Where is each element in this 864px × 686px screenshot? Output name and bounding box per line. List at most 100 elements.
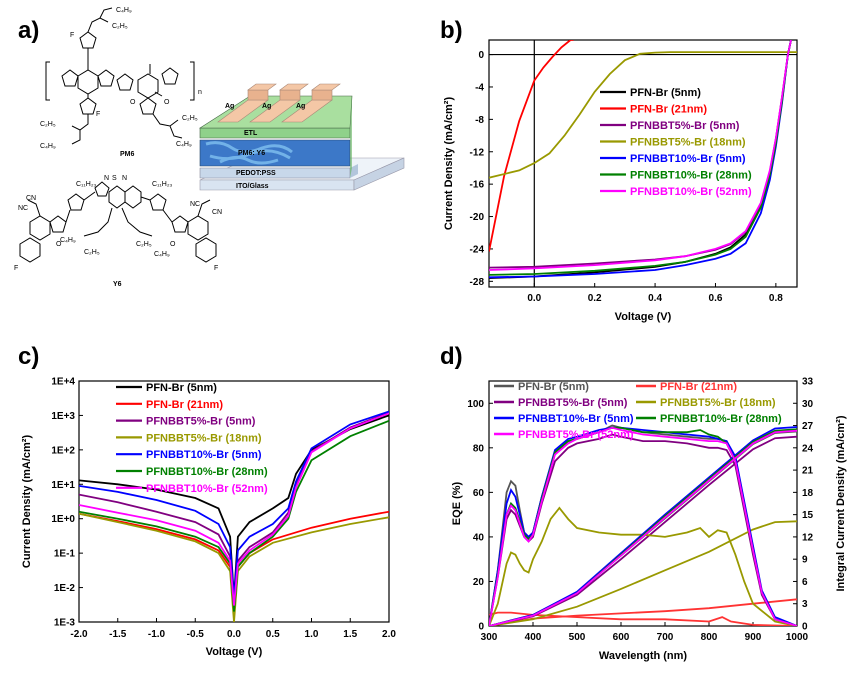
y-axis-label: EQE (%) [451, 481, 463, 525]
legend-entry: PFNBBT5%-Br (18nm) [146, 432, 262, 444]
x-tick-label: 2.0 [382, 629, 396, 640]
legend-entry: PFNBBT10%-Br (52nm) [146, 483, 268, 495]
x-tick-label: 800 [701, 632, 718, 643]
legend-entry: PFNBBT10%-Br (28nm) [146, 466, 268, 478]
x-tick-label: 0.2 [588, 293, 602, 304]
svg-text:C₂H₅: C₂H₅ [40, 121, 56, 128]
x-tick-label: 600 [613, 632, 630, 643]
legend-entry: PFNBBT10%-Br (5nm) [518, 413, 634, 425]
y2-tick-label: 0 [802, 622, 808, 633]
svg-text:C₂H₅: C₂H₅ [182, 115, 198, 122]
x-axis-label: Wavelength (nm) [599, 650, 688, 662]
device-layer-active: PM6: Y6 [238, 150, 265, 157]
y-tick-label: 1E-1 [54, 549, 76, 560]
legend-entry: PFN-Br (5nm) [630, 87, 701, 99]
panel-b: b) 0.0 0.2 0.4 0.6 0.8 0 -4 -8 -12 -16 -20 -24 -28 Vo… [440, 17, 798, 323]
jv-chart: 0.0 0.2 0.4 0.6 0.8 0 -4 -8 -12 -16 -20 -24 -28 Volta… [443, 39, 798, 323]
svg-text:S: S [112, 175, 117, 182]
jv-frame [488, 39, 798, 288]
device-layer-etl: ETL [244, 130, 258, 137]
svg-text:C₄H₉: C₄H₉ [40, 143, 56, 150]
panel-d-label: d) [440, 343, 463, 370]
y2-tick-label: 24 [802, 443, 814, 454]
svg-text:NC: NC [190, 201, 200, 208]
svg-text:F: F [96, 111, 100, 118]
y-tick-label: -8 [475, 115, 484, 126]
y-tick-label: 1E-2 [54, 583, 76, 594]
eqe-series-line [489, 611, 797, 626]
legend-entry: PFN-Br (21nm) [630, 104, 707, 116]
panel-d: d) 300 400 500 600 700 800 900 1000020406080100… [440, 343, 847, 662]
series-line [489, 40, 574, 252]
y2-tick-label: 30 [802, 399, 814, 410]
panel-a: a) C₄H₉ C₂H₅ F C₂H₅ C₄H₉ F C₂H [14, 7, 405, 288]
y-tick-label: 1E+1 [51, 480, 75, 491]
integral-series-line [489, 429, 797, 626]
svg-text:CN: CN [26, 195, 36, 202]
y6-structure [19, 181, 217, 263]
series-line [79, 512, 389, 622]
x-tick-label: 1.0 [305, 629, 319, 640]
y2-tick-label: 33 [802, 377, 814, 388]
x-tick-label: 1000 [786, 632, 809, 643]
x-tick-label: -1.5 [109, 629, 127, 640]
y-axis-label: Current Density (mA/cm²) [21, 435, 33, 569]
device-layer-ito: ITO/Glass [236, 183, 269, 190]
svg-text:O: O [130, 99, 136, 106]
pm6-structure [45, 7, 195, 145]
y-axis-label: Current Density (mA/cm²) [443, 97, 455, 231]
integral-series-line [489, 520, 797, 626]
svg-text:F: F [70, 32, 74, 39]
y-tick-label: 1E+4 [51, 377, 75, 388]
y2-tick-label: 3 [802, 599, 808, 610]
series-line [489, 51, 797, 179]
legend-entry: PFNBBT10%-Br (5nm) [630, 153, 746, 165]
y-tick-label: 100 [467, 399, 484, 410]
svg-text:F: F [14, 265, 18, 272]
x-tick-label: 1.5 [343, 629, 357, 640]
x-tick-label: 700 [657, 632, 674, 643]
y-tick-label: -12 [470, 147, 485, 158]
x-tick-label: -0.5 [187, 629, 205, 640]
svg-text:NC: NC [18, 205, 28, 212]
eqe-chart: 300 400 500 600 700 800 900 1000020406080100036… [451, 377, 847, 663]
series-line [79, 410, 389, 598]
legend-entry: PFNBBT10%-Br (5nm) [146, 449, 262, 461]
legend-entry: PFNBBT5%-Br (5nm) [146, 416, 256, 428]
svg-text:N: N [104, 175, 109, 182]
y2-tick-label: 12 [802, 532, 814, 543]
y-tick-label: -20 [470, 212, 485, 223]
series-line [79, 412, 389, 606]
y2-axis-label: Integral Current Density (mA/cm²) [835, 415, 847, 591]
svg-text:C₁₁H₂₃: C₁₁H₂₃ [152, 181, 173, 188]
device-layer-ag: Ag [296, 103, 305, 110]
svg-text:N: N [122, 175, 127, 182]
x-axis-label: Voltage (V) [615, 311, 672, 323]
legend-entry: PFNBBT10%-Br (52nm) [630, 186, 752, 198]
y-tick-label: -16 [470, 180, 485, 191]
x-tick-label: -2.0 [70, 629, 88, 640]
y-tick-label: 0 [478, 622, 484, 633]
legend-entry: PFNBBT5%-Br (18nm) [630, 137, 746, 149]
svg-text:C₄H₉: C₄H₉ [154, 251, 170, 258]
svg-text:CN: CN [212, 209, 222, 216]
x-tick-label: 0.0 [227, 629, 241, 640]
x-tick-label: 0.6 [709, 293, 723, 304]
legend-entry: PFNBBT5%-Br (52nm) [518, 429, 634, 441]
y2-tick-label: 15 [802, 510, 814, 521]
svg-text:C₁₁H₂₃: C₁₁H₂₃ [76, 181, 97, 188]
device-layer-ag: Ag [225, 103, 234, 110]
svg-text:C₄H₉: C₄H₉ [176, 141, 192, 148]
y-tick-label: -28 [470, 277, 485, 288]
y-tick-label: -4 [475, 82, 484, 93]
x-tick-label: 0.4 [648, 293, 662, 304]
svg-text:C₂H₅: C₂H₅ [84, 249, 100, 256]
y2-tick-label: 21 [802, 466, 814, 477]
y6-label: Y6 [113, 281, 122, 288]
panel-b-label: b) [440, 17, 463, 44]
svg-text:C₄H₉: C₄H₉ [60, 237, 76, 244]
y-tick-label: 80 [473, 443, 485, 454]
x-tick-label: 900 [745, 632, 762, 643]
legend-entry: PFNBBT10%-Br (28nm) [660, 413, 782, 425]
pm6-label: PM6 [120, 151, 135, 158]
